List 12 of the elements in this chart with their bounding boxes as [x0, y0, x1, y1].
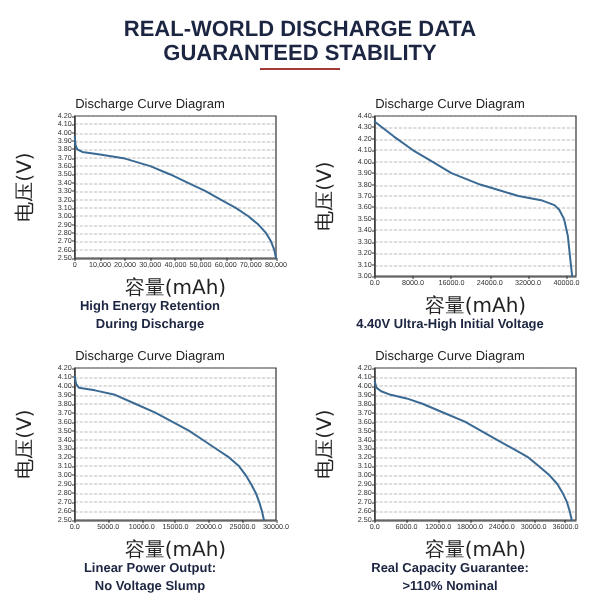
y-axis-title: 电压(V): [313, 161, 337, 231]
text: REAL-WORLD DISCHARGE DATA: [121, 18, 479, 42]
y-axis-title: 电压(V): [13, 152, 37, 222]
line-series: [373, 120, 574, 277]
x-axis-title: 容量(mAh): [124, 275, 227, 300]
x-axis-title: 容量(mAh): [424, 293, 527, 318]
y-axis-title: 电压(V): [313, 409, 337, 479]
y-axis-title: 电压(V): [13, 409, 37, 479]
line-series: [73, 375, 265, 521]
text: GUARANTEED STABILITY: [161, 42, 439, 66]
x-axis-title: 容量(mAh): [124, 537, 227, 562]
x-axis-title: 容量(mAh): [424, 537, 527, 562]
